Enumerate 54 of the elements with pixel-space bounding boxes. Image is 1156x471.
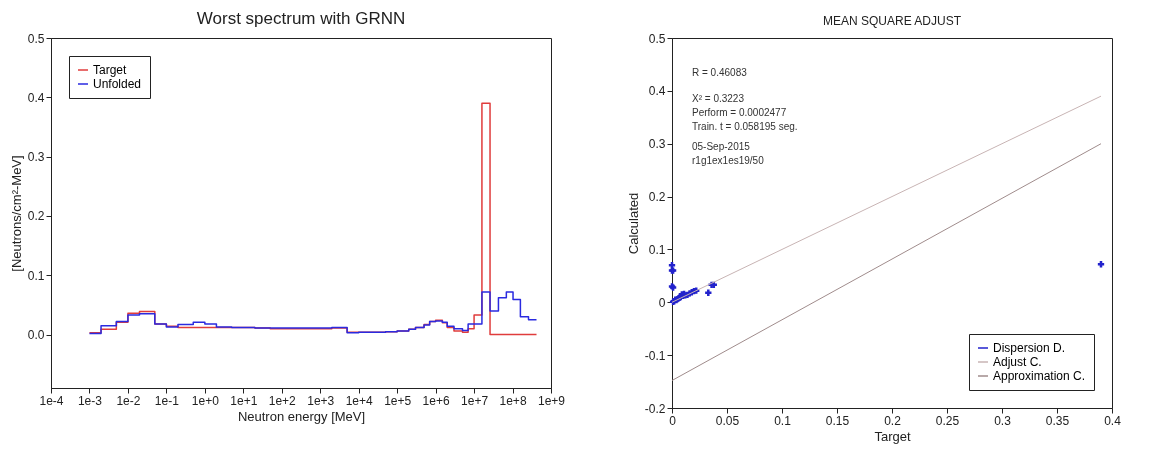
x-tick-label: 1e+1 xyxy=(230,393,258,408)
y-tick-label: 0.1 xyxy=(648,242,666,257)
x-tick-label: 0.35 xyxy=(1045,413,1070,428)
annotation: Train. t = 0.058195 seg. xyxy=(692,121,798,132)
legend-label: Adjust C. xyxy=(993,355,1042,369)
chart-title: MEAN SQUARE ADJUST xyxy=(822,14,962,28)
x-tick-label: 0 xyxy=(669,413,677,428)
y-tick-label: 0.1 xyxy=(27,268,45,283)
y-tick-label: -0.2 xyxy=(644,401,666,416)
y-tick-label: 0.2 xyxy=(27,209,45,224)
x-tick-label: 1e+0 xyxy=(191,393,220,408)
y-tick-label: 0.4 xyxy=(648,84,666,99)
y-tick-label: -0.1 xyxy=(644,348,666,363)
legend-label: Unfolded xyxy=(93,77,142,91)
annotation: X² = 0.3223 xyxy=(692,93,745,104)
y-tick-label: 0.2 xyxy=(648,190,666,205)
y-tick-label: 0.4 xyxy=(27,90,45,105)
chart-title: Worst spectrum with GRNN xyxy=(196,9,406,28)
x-tick-label: 1e+6 xyxy=(422,393,450,408)
y-tick-label: 0.3 xyxy=(27,150,45,165)
y-tick-label: 0.5 xyxy=(648,31,666,46)
y-tick-label: 0.0 xyxy=(27,328,45,343)
x-tick-label: 1e+3 xyxy=(307,393,335,408)
x-tick-label: 1e-1 xyxy=(154,393,180,408)
x-axis-title: Target xyxy=(874,428,911,444)
x-tick-label: 0.2 xyxy=(884,413,902,428)
y-axis-title: [Neutrons/cm²-MeV] xyxy=(8,155,24,272)
y-tick-label: 0 xyxy=(658,295,666,310)
legend-label: Approximation C. xyxy=(993,369,1086,383)
x-tick-label: 0.3 xyxy=(994,413,1012,428)
annotation: r1g1ex1es19/50 xyxy=(692,155,765,166)
x-tick-label: 0.15 xyxy=(825,413,850,428)
x-tick-label: 0.25 xyxy=(935,413,960,428)
x-tick-label: 1e+2 xyxy=(268,393,297,408)
x-tick-label: 1e+8 xyxy=(499,393,527,408)
x-tick-label: 1e+7 xyxy=(461,393,489,408)
x-tick-label: 0.05 xyxy=(715,413,740,428)
y-tick-label: 0.5 xyxy=(27,31,45,46)
x-tick-label: 1e-2 xyxy=(116,393,141,408)
y-tick-label: 0.3 xyxy=(648,137,666,152)
x-tick-label: 1e+9 xyxy=(537,393,566,408)
x-tick-label: 1e+5 xyxy=(384,393,412,408)
legend-label: Target xyxy=(93,63,128,77)
x-tick-label: 0.4 xyxy=(1104,413,1122,428)
legend-label: Dispersion D. xyxy=(993,341,1066,355)
annotation: 05-Sep-2015 xyxy=(692,141,751,152)
x-tick-label: 1e+4 xyxy=(345,393,374,408)
x-tick-label: 1e-4 xyxy=(39,393,64,408)
x-tick-label: 1e-3 xyxy=(77,393,103,408)
x-axis-title: Neutron energy [MeV] xyxy=(237,408,366,424)
annotation: R = 0.46083 xyxy=(692,67,748,78)
annotation: Perform = 0.0002477 xyxy=(692,107,787,118)
y-axis-title: Calculated xyxy=(625,192,641,255)
x-tick-label: 0.1 xyxy=(774,413,792,428)
